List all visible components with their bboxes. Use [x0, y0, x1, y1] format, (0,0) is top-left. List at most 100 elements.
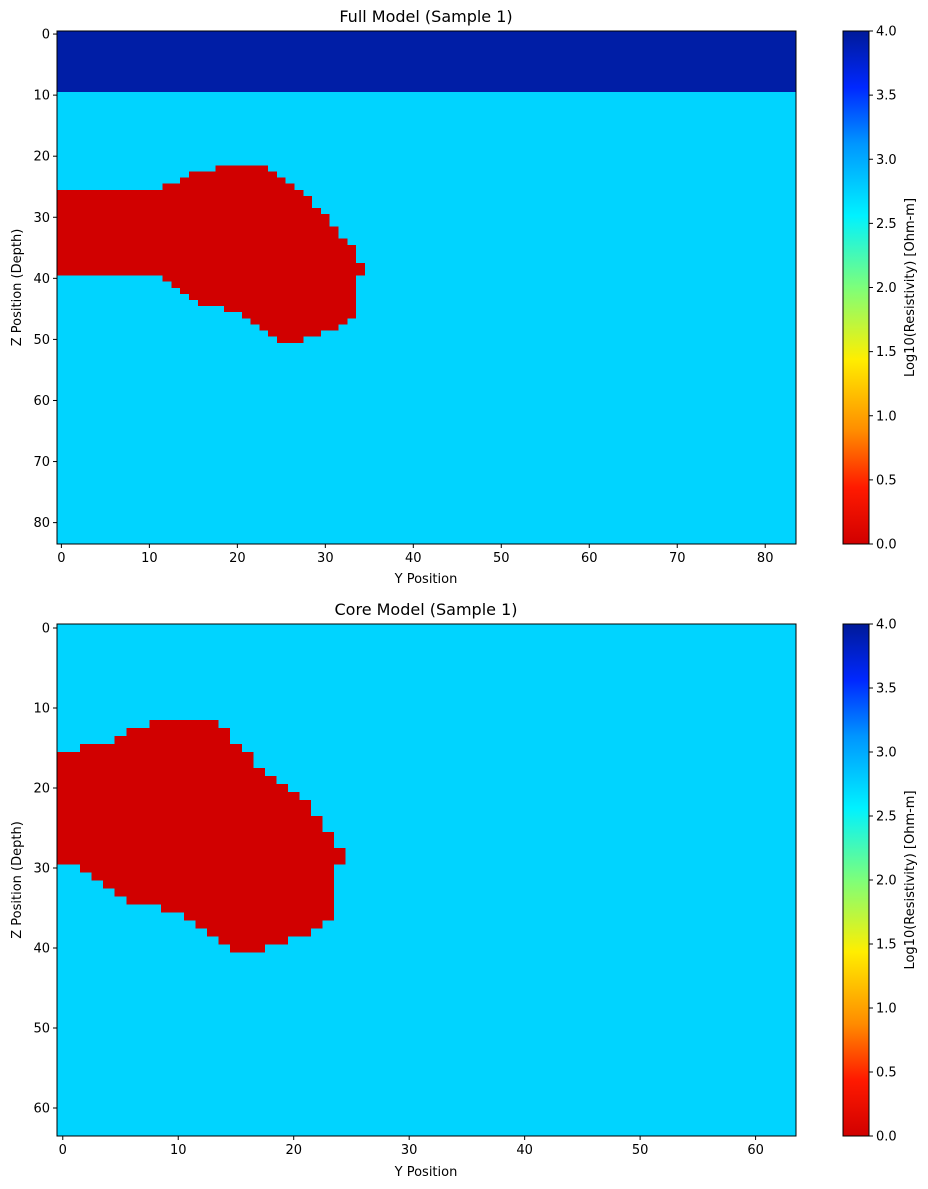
core-model-anomaly-row: [57, 808, 312, 817]
core-model-anomaly-row: [184, 912, 335, 921]
full-model-anomaly-row: [180, 287, 357, 294]
full-model-anomaly-row: [57, 208, 321, 215]
core-model-y-tick-label: 10: [33, 702, 50, 717]
full-model-x-tick-label: 80: [757, 551, 774, 566]
full-model-colorbar-tick-label: 3.0: [876, 153, 897, 168]
core-model-anomaly-row: [114, 736, 231, 745]
core-model-anomaly-row: [91, 872, 335, 881]
full-model-anomaly-row: [188, 293, 357, 301]
core-model-anomaly-row: [57, 856, 346, 865]
core-model-x-tick-label: 60: [747, 1143, 764, 1158]
core-model-colorbar-gradient: [842, 623, 870, 1137]
core-model-anomaly-row: [57, 824, 323, 833]
full-model-colorbar-tick-label: 2.5: [876, 217, 897, 232]
core-model-anomaly-row: [160, 904, 335, 913]
full-model-anomaly-row: [57, 263, 365, 270]
core-model-y-tick-label: 20: [33, 782, 50, 797]
full-model-y-tick-label: 30: [33, 211, 50, 226]
full-model-colorbar-tick-label: 1.0: [876, 409, 897, 424]
full-model-y-tick-label: 40: [33, 272, 50, 287]
core-model-colorbar-tick-label: 0.0: [876, 1130, 897, 1145]
full-model-title: Full Model (Sample 1): [339, 7, 512, 26]
core-model-colorbar-tick-label: 3.5: [876, 682, 897, 697]
core-model-y-tick-label: 50: [33, 1022, 50, 1037]
core-model-y-axis-label: Z Position (Depth): [10, 821, 25, 939]
core-model-anomaly-row: [195, 920, 323, 929]
full-model-x-tick-label: 60: [581, 551, 598, 566]
full-model-x-tick-label: 20: [229, 551, 246, 566]
full-model-x-axis-label: Y Position: [394, 572, 458, 587]
full-model-anomaly-row: [171, 281, 357, 288]
core-model-heatmap: [57, 624, 796, 1136]
full-model-y-tick-label: 70: [33, 455, 50, 470]
full-model-anomaly-row: [197, 299, 357, 307]
core-model-colorbar-ticks: 0.0 0.5 1.0 1.5 2.0 2.5 3.0 3.5 4.0: [869, 618, 897, 1145]
full-model-anomaly-row: [57, 250, 357, 258]
core-model-x-tick-label: 0: [59, 1143, 67, 1158]
full-model-plot-frame: [56, 30, 797, 545]
full-model-anomaly-row: [57, 232, 339, 239]
full-model-anomaly-row: [57, 202, 313, 209]
core-model-anomaly-row: [218, 936, 288, 945]
core-model-x-tick-label: 30: [401, 1143, 418, 1158]
core-model-anomaly-row: [57, 792, 300, 801]
full-model-anomaly-row: [162, 275, 357, 282]
full-model-anomaly-row: [224, 305, 357, 313]
full-model-anomaly-row: [250, 318, 348, 325]
full-model-anomaly-row: [57, 189, 304, 197]
full-model-colorbar-tick-label: 0.5: [876, 473, 897, 488]
full-model-colorbar-tick-label: 0.0: [876, 538, 897, 553]
full-model-anomaly-row: [57, 256, 357, 264]
core-model-anomaly-row: [126, 896, 335, 905]
core-model-colorbar-tick-label: 2.5: [876, 810, 897, 825]
full-model-layer-0: [57, 31, 796, 93]
full-model-x-ticks: 0 10 20 30 40 50 60 70 80: [57, 544, 773, 566]
core-model-anomaly-row: [57, 848, 346, 857]
core-model-anomaly-row: [230, 944, 265, 953]
core-model-anomaly-row: [57, 768, 265, 777]
full-model-anomaly-row: [57, 220, 330, 227]
full-model-colorbar-label: Log10(Resistivity) [Ohm-m]: [903, 198, 918, 377]
full-model-colorbar: 0.0 0.5 1.0 1.5 2.0 2.5 3.0 3.5 4.0 Log10(Resist…: [842, 25, 918, 553]
full-model-anomaly-row: [57, 244, 357, 252]
full-model-y-tick-label: 50: [33, 333, 50, 348]
full-model-layer-1: [57, 92, 796, 545]
full-model-y-ticks: 0 10 20 30 40 50 60 70 80: [33, 28, 57, 531]
full-model-anomaly-row: [215, 165, 269, 172]
core-model-colorbar: 0.0 0.5 1.0 1.5 2.0 2.5 3.0 3.5 4.0 Log10(Resist…: [842, 618, 918, 1145]
full-model-anomaly-row: [259, 324, 339, 331]
full-model-anomaly-row: [57, 269, 365, 276]
core-model-anomaly-row: [57, 752, 254, 761]
full-model-anomaly-row: [241, 311, 357, 319]
core-model-anomaly-row: [57, 760, 254, 769]
full-model-colorbar-gradient: [842, 30, 870, 545]
full-model-y-tick-label: 60: [33, 394, 50, 409]
full-model-x-tick-label: 10: [141, 551, 158, 566]
full-model-y-axis-label: Z Position (Depth): [10, 229, 25, 347]
full-model-anomaly-row: [57, 214, 330, 221]
full-model-x-tick-label: 30: [317, 551, 334, 566]
full-model-y-tick-label: 10: [33, 89, 50, 104]
full-model-y-tick-label: 20: [33, 150, 50, 165]
full-model-anomaly-row: [268, 330, 321, 337]
core-model-colorbar-label: Log10(Resistivity) [Ohm-m]: [903, 790, 918, 969]
full-model-anomaly-row: [188, 171, 277, 178]
core-model-x-axis-label: Y Position: [394, 1165, 458, 1180]
core-model-anomaly-row: [57, 776, 277, 785]
full-model-colorbar-tick-label: 3.5: [876, 89, 897, 104]
core-model-colorbar-tick-label: 1.5: [876, 938, 897, 953]
core-model-anomaly-row: [80, 864, 335, 873]
full-model-anomaly-row: [276, 336, 304, 343]
core-model-anomaly-row: [57, 840, 335, 849]
core-model-anomaly-row: [207, 928, 312, 937]
core-model-x-tick-label: 40: [516, 1143, 533, 1158]
full-model-anomaly-row: [162, 183, 295, 191]
full-model-heatmap: [57, 31, 796, 545]
core-model-x-tick-label: 10: [170, 1143, 187, 1158]
core-model-title: Core Model (Sample 1): [335, 600, 518, 619]
core-model-anomaly-row: [57, 784, 288, 793]
core-model-anomaly-row: [149, 720, 219, 729]
full-model-x-tick-label: 40: [405, 551, 422, 566]
core-model-colorbar-tick-label: 3.0: [876, 746, 897, 761]
